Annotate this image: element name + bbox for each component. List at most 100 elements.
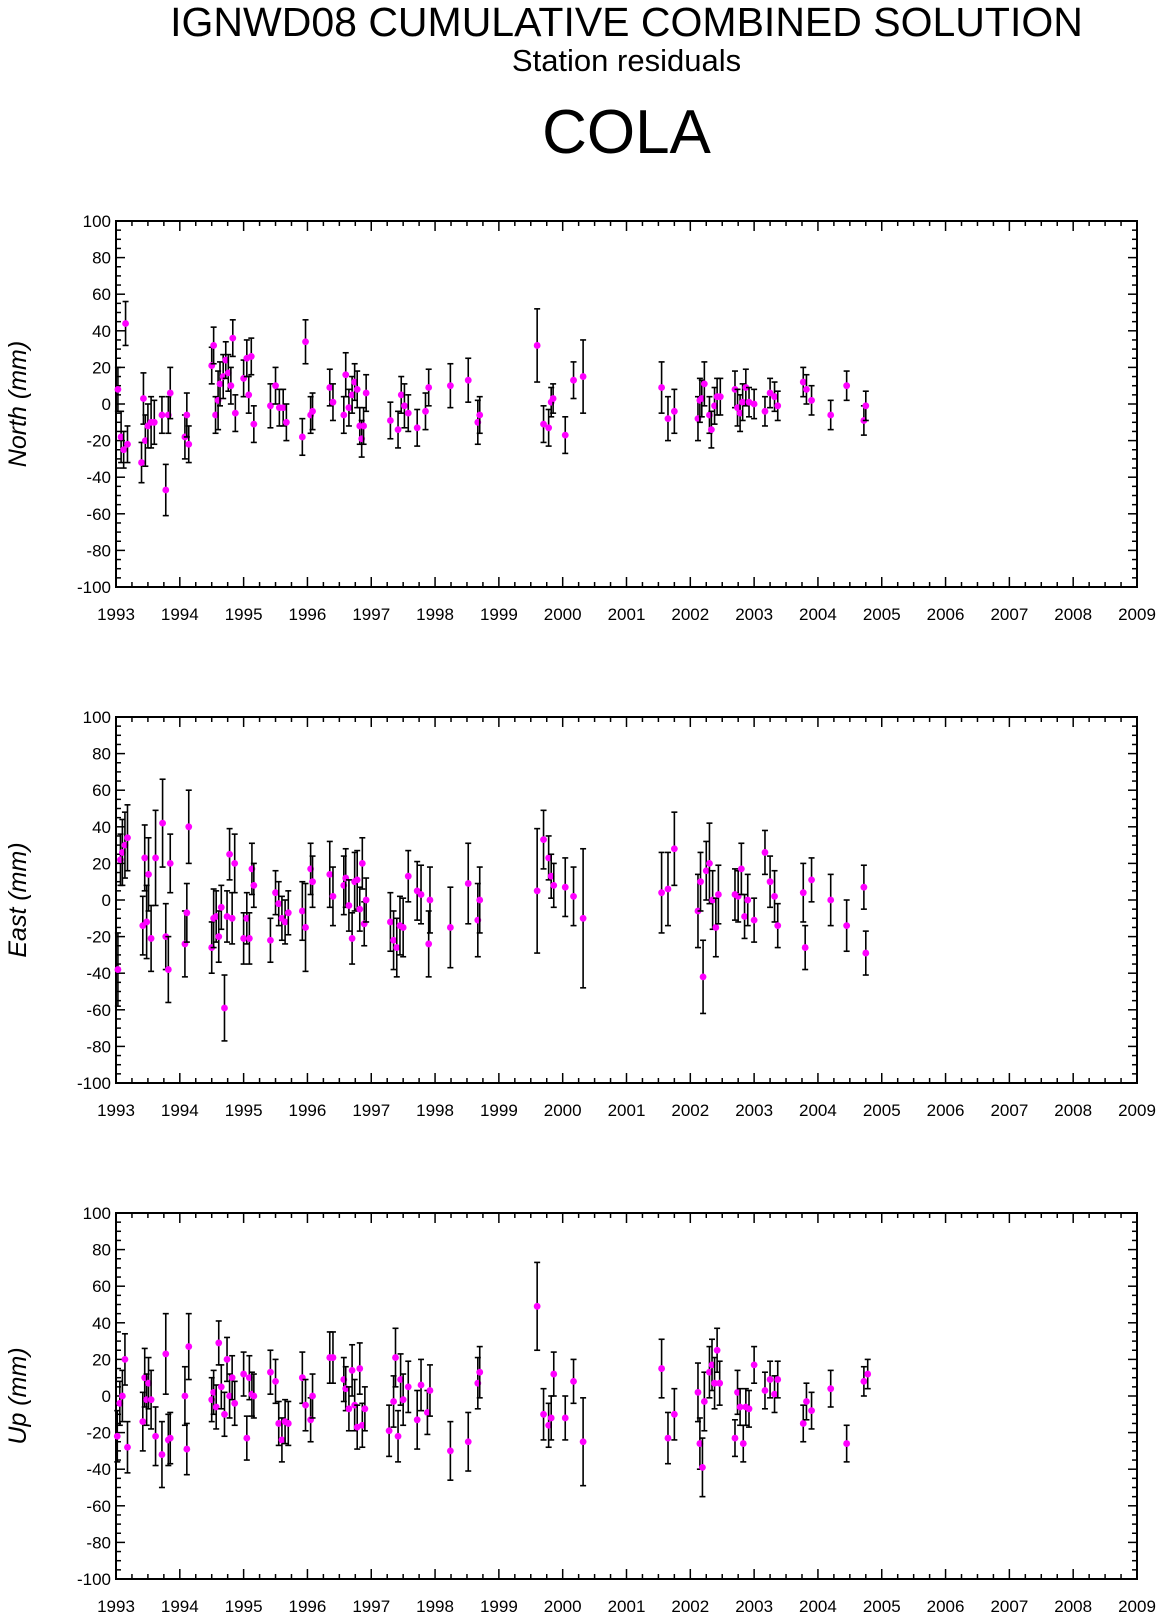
- data-point: [141, 854, 149, 862]
- y-tick-label: -100: [77, 1570, 111, 1589]
- x-tick-label: 2002: [671, 1597, 709, 1616]
- data-point: [771, 1390, 778, 1398]
- data-point: [734, 404, 741, 412]
- data-point: [694, 1388, 702, 1396]
- data-point: [250, 1392, 258, 1400]
- data-point: [696, 1440, 704, 1447]
- x-tick-label: 2003: [735, 605, 773, 624]
- data-point: [118, 1392, 126, 1400]
- data-point: [124, 440, 131, 448]
- data-point: [227, 382, 235, 390]
- data-point: [708, 1361, 716, 1369]
- data-point: [766, 1376, 774, 1383]
- data-point: [664, 415, 672, 423]
- data-point: [147, 1396, 155, 1404]
- data-point: [464, 880, 472, 887]
- data-point: [353, 385, 361, 393]
- data-point: [118, 849, 126, 856]
- y-tick-label: -80: [86, 1533, 111, 1552]
- data-point: [827, 896, 835, 904]
- data-point: [272, 1377, 279, 1385]
- north-panel: 100 80 60 40 20 0 -20 -40 -60 -80 -100 1993 1994 1995…: [4, 212, 1156, 624]
- x-tick-label: 1993: [97, 1597, 135, 1616]
- data-point: [121, 841, 129, 849]
- x-tick-label: 1998: [416, 605, 454, 624]
- data-point: [210, 1388, 218, 1396]
- y-tick-label: -60: [86, 1497, 111, 1516]
- data-point: [737, 865, 745, 873]
- data-point: [385, 1427, 393, 1435]
- data-point: [707, 426, 715, 434]
- x-tick-label: 1994: [161, 1101, 199, 1120]
- x-tick-label: 2007: [990, 1597, 1028, 1616]
- y-tick-label: 40: [92, 322, 111, 341]
- data-point: [664, 1434, 672, 1442]
- data-point: [799, 889, 807, 897]
- y-tick-label: -60: [86, 1001, 111, 1020]
- chart-subtitle: Station residuals: [511, 43, 742, 78]
- data-point: [302, 1401, 309, 1409]
- x-tick-label: 1998: [416, 1101, 454, 1120]
- y-tick-label: -80: [86, 1037, 111, 1056]
- y-tick-label: -100: [77, 1074, 111, 1093]
- data-point: [711, 1379, 718, 1387]
- station-name: COLA: [542, 98, 711, 167]
- data-point: [579, 1438, 587, 1446]
- data-point: [221, 1004, 228, 1012]
- data-point: [212, 1403, 220, 1411]
- y-tick-label: 20: [92, 854, 111, 873]
- x-tick-label: 2008: [1054, 605, 1092, 624]
- data-point: [302, 338, 309, 346]
- data-point: [166, 389, 174, 397]
- data-point: [275, 900, 283, 908]
- data-point: [464, 376, 472, 384]
- data-point: [399, 1396, 407, 1404]
- data-point: [113, 1432, 121, 1440]
- data-point: [561, 883, 569, 891]
- data-point: [222, 356, 230, 364]
- y-tick-label: -20: [86, 432, 111, 451]
- data-point: [120, 446, 128, 454]
- data-point: [700, 1398, 708, 1405]
- data-point: [217, 903, 225, 911]
- data-point: [711, 402, 718, 410]
- data-point: [231, 409, 239, 417]
- y-tick-label: 100: [83, 1204, 111, 1223]
- y-tick-label: -40: [86, 468, 111, 487]
- data-point: [124, 834, 131, 842]
- data-point: [240, 1370, 248, 1378]
- data-point: [803, 385, 810, 393]
- y-tick-label: 20: [92, 358, 111, 377]
- x-tick-label: 1999: [480, 1597, 518, 1616]
- data-point: [228, 914, 236, 922]
- chart-title: IGNWD08 CUMULATIVE COMBINED SOLUTION: [170, 0, 1083, 45]
- data-point: [185, 1343, 193, 1350]
- data-point: [745, 1405, 753, 1413]
- data-point: [399, 924, 407, 931]
- x-tick-label: 1997: [352, 605, 390, 624]
- data-point: [561, 431, 569, 439]
- data-point: [843, 1440, 851, 1447]
- data-point: [231, 1399, 239, 1407]
- data-point: [143, 918, 151, 926]
- x-tick-label: 2005: [863, 1597, 901, 1616]
- data-point: [827, 1385, 835, 1393]
- data-point: [166, 860, 174, 867]
- data-point: [706, 1368, 713, 1376]
- data-point: [152, 854, 159, 862]
- data-point: [278, 1436, 286, 1444]
- data-point: [124, 1443, 131, 1451]
- data-point: [761, 1387, 769, 1394]
- data-point: [579, 373, 587, 380]
- data-point: [714, 891, 722, 898]
- data-point: [250, 420, 258, 428]
- data-point: [547, 1414, 555, 1422]
- data-point: [860, 1377, 868, 1385]
- data-point: [808, 876, 815, 884]
- data-point: [215, 933, 223, 940]
- up-plot-frame: [115, 1212, 1138, 1580]
- x-tick-label: 2006: [927, 1597, 965, 1616]
- data-point: [358, 1421, 366, 1429]
- data-point: [397, 1376, 405, 1383]
- data-point: [122, 320, 129, 327]
